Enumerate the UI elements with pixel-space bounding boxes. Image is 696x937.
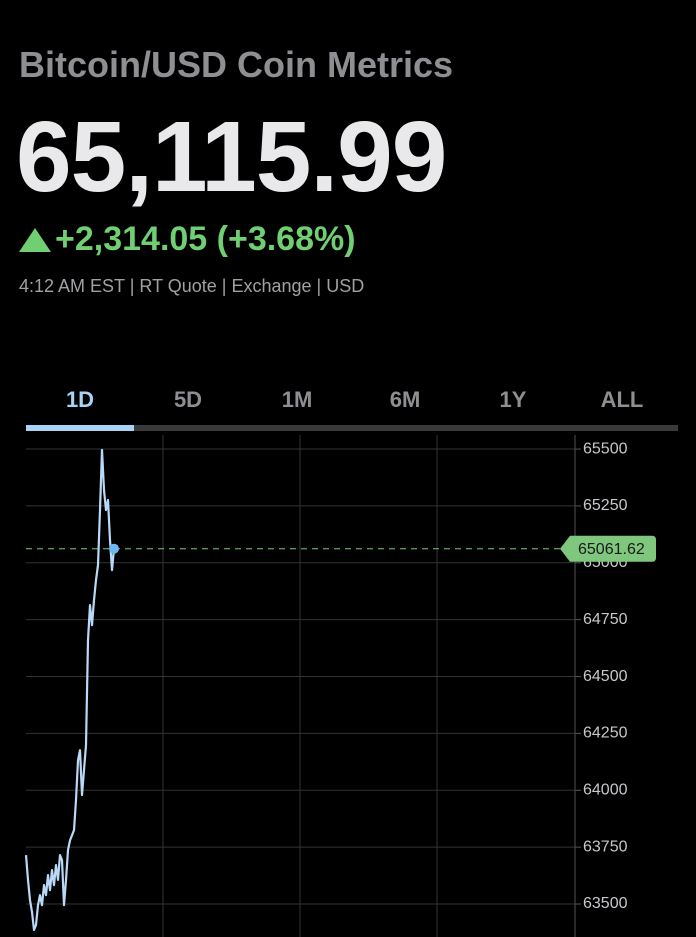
last-price-label: 65061.62: [578, 541, 645, 558]
y-tick-label: 64250: [583, 725, 628, 742]
y-tick-label: 64000: [583, 781, 628, 798]
up-arrow: [19, 228, 51, 252]
timeframe-tab[interactable]: 1Y: [500, 387, 527, 412]
y-tick-label: 65500: [583, 440, 628, 457]
title: Bitcoin/USD Coin Metrics: [19, 44, 454, 85]
y-tick-label: 63500: [583, 895, 628, 912]
price: 65,115.99: [16, 101, 447, 213]
active-tab-indicator: [26, 425, 134, 431]
timeframe-tab[interactable]: 1M: [282, 387, 313, 412]
price-line: [24, 448, 116, 932]
tab-track: [26, 425, 678, 431]
timeframe-tab[interactable]: 1D: [66, 387, 94, 412]
y-tick-label: 64750: [583, 611, 628, 628]
last-price-badge: [560, 535, 656, 562]
quote-info: 4:12 AM EST | RT Quote | Exchange | USD: [19, 276, 365, 296]
price-change: +2,314.05 (+3.68%): [55, 220, 356, 258]
y-tick-label: 63750: [583, 838, 628, 855]
current-point: [109, 543, 119, 554]
timeframe-tab[interactable]: 5D: [174, 387, 202, 412]
timeframe-tab[interactable]: ALL: [601, 387, 644, 412]
timeframe-tab[interactable]: 6M: [390, 387, 421, 412]
y-tick-label: 65250: [583, 497, 628, 514]
y-tick-label: 64500: [583, 668, 628, 685]
